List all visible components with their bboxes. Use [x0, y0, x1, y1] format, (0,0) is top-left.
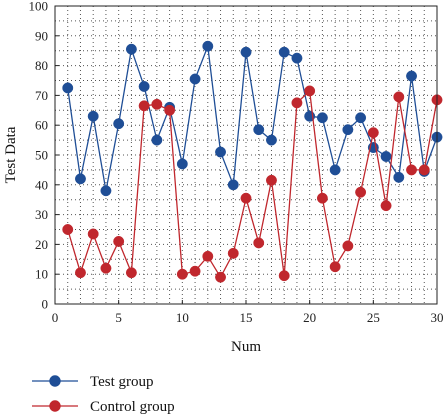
data-point — [393, 91, 405, 103]
data-point — [100, 185, 112, 197]
data-point — [291, 52, 303, 64]
data-point — [240, 46, 252, 58]
x-tick-label: 15 — [240, 310, 253, 325]
data-point — [266, 134, 277, 146]
data-point — [138, 100, 150, 112]
data-point — [215, 146, 226, 158]
y-tick-label: 0 — [42, 297, 49, 312]
data-point — [266, 174, 277, 186]
data-point — [176, 268, 188, 280]
series-control-group — [62, 85, 443, 283]
x-tick-label: 0 — [52, 310, 59, 325]
data-point — [62, 224, 74, 235]
y-tick-label: 40 — [35, 177, 48, 192]
legend-label: Test group — [90, 374, 154, 390]
data-point — [227, 247, 239, 259]
data-point — [406, 70, 417, 82]
data-point — [355, 186, 367, 198]
data-point — [418, 164, 430, 176]
data-point — [406, 164, 417, 176]
data-point — [253, 124, 265, 136]
data-point — [189, 265, 201, 277]
axis-ticks: 0 5 10 15 20 25 30 0 10 20 30 40 50 60 70 80 90 100 — [29, 0, 444, 325]
data-point — [113, 235, 125, 247]
data-point — [329, 261, 341, 273]
y-tick-label: 90 — [35, 28, 48, 43]
legend: Test group Control group — [32, 374, 175, 415]
data-point — [202, 40, 214, 52]
data-point — [355, 112, 367, 124]
data-point — [62, 82, 74, 94]
data-point — [278, 270, 290, 282]
data-point — [113, 118, 125, 130]
data-point — [151, 98, 163, 110]
data-point — [380, 151, 392, 162]
series-test-group — [62, 40, 443, 197]
y-tick-label: 80 — [35, 58, 48, 73]
data-point — [87, 228, 99, 240]
data-point — [316, 112, 328, 124]
x-axis-title: Num — [231, 339, 261, 355]
data-point — [329, 164, 341, 176]
x-tick-label: 20 — [303, 310, 316, 325]
y-tick-label: 100 — [29, 0, 49, 14]
y-tick-label: 60 — [35, 118, 48, 133]
data-point — [75, 173, 86, 185]
data-point — [189, 73, 201, 85]
data-point — [278, 46, 290, 58]
data-point — [151, 134, 163, 146]
data-point — [291, 97, 303, 109]
data-point — [316, 192, 328, 204]
data-point — [342, 240, 354, 252]
data-point — [240, 192, 252, 204]
y-tick-label: 50 — [35, 148, 48, 163]
y-tick-label: 30 — [35, 207, 48, 222]
data-point — [202, 250, 214, 262]
legend-marker — [49, 375, 61, 387]
legend-label: Control group — [90, 399, 175, 415]
x-tick-label: 30 — [431, 310, 444, 325]
data-point — [393, 171, 405, 183]
data-point — [380, 200, 392, 212]
data-point — [138, 81, 150, 92]
y-tick-label: 70 — [35, 88, 48, 103]
data-point — [367, 127, 379, 139]
y-axis-title: Test Data — [3, 126, 19, 183]
data-point — [87, 110, 99, 122]
data-point — [253, 237, 265, 249]
x-tick-label: 25 — [367, 310, 380, 325]
data-point — [100, 262, 112, 274]
data-point — [215, 271, 226, 283]
legend-marker — [49, 400, 61, 412]
data-point — [125, 267, 137, 279]
data-point — [75, 267, 86, 279]
data-point — [176, 158, 188, 170]
series-line — [67, 89, 438, 279]
data-point — [227, 179, 239, 191]
y-tick-label: 10 — [35, 267, 48, 282]
y-tick-label: 20 — [35, 237, 48, 252]
series-group — [62, 40, 443, 283]
data-point — [342, 124, 354, 136]
data-point — [304, 85, 316, 97]
x-tick-label: 5 — [115, 310, 122, 325]
data-point — [125, 43, 137, 55]
x-tick-label: 10 — [176, 310, 189, 325]
data-point — [164, 104, 176, 116]
